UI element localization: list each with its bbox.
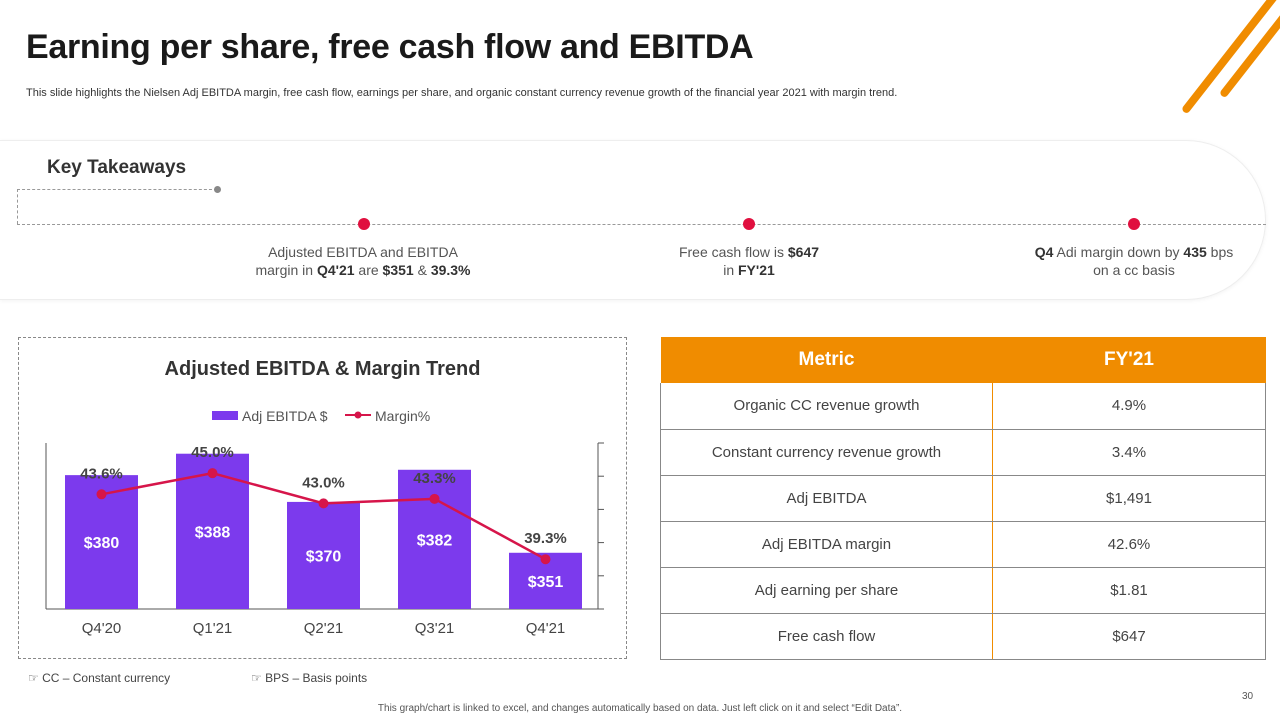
table-row: Free cash flow $647 [660, 613, 1266, 660]
pointing-hand-icon: ☞ [251, 671, 266, 685]
bar-data-label: $380 [84, 535, 120, 552]
value-cell: $647 [992, 613, 1266, 660]
key-takeaways-panel [0, 140, 1266, 300]
bar-data-label: $382 [417, 532, 453, 549]
table-row: Adj EBITDA $1,491 [660, 475, 1266, 522]
value-cell: $1.81 [992, 567, 1266, 614]
value-cell: 4.9% [992, 383, 1266, 430]
chart-title: Adjusted EBITDA & Margin Trend [164, 358, 481, 380]
margin-data-label: 43.3% [413, 470, 456, 487]
metric-cell: Adj EBITDA [660, 475, 993, 522]
chart-frame [18, 337, 627, 659]
takeaway-connector-left [17, 189, 18, 224]
page-subtitle: This slide highlights the Nielsen Adj EB… [26, 87, 898, 99]
x-tick-label: Q1'21 [193, 620, 233, 637]
ebitda-margin-chart: Adj EBITDA $ Margin% $380 Q4'20 $388 Q1'21 $37… [45, 408, 604, 637]
margin-data-label: 39.3% [524, 530, 567, 547]
note-cc: ☞ CC – Constant currency [28, 671, 171, 685]
metrics-table: Metric FY'21 Organic CC revenue growth 4.… [660, 337, 1266, 660]
takeaway-dot-3 [1128, 218, 1140, 230]
takeaway-text-2: Free cash flow is $647 in FY'21 [678, 244, 820, 278]
takeaway-text-3: Q4 Adi margin down by 435 bps on a cc ba… [1034, 244, 1234, 278]
bar [398, 469, 471, 609]
margin-point [318, 498, 329, 509]
takeaway-text-1: Adjusted EBITDA and EBITDA margin in Q4'… [255, 244, 471, 278]
bar [287, 501, 360, 609]
value-cell: 42.6% [992, 521, 1266, 568]
x-tick-label: Q3'21 [415, 620, 455, 637]
x-tick-label: Q4'20 [82, 620, 122, 637]
page-title: Earning per share, free cash flow and EB… [26, 28, 754, 66]
page-number: 30 [1242, 691, 1254, 702]
takeaway-dot-1 [358, 218, 370, 230]
takeaway-dot-2 [743, 218, 755, 230]
margin-point [96, 489, 107, 500]
pointing-hand-icon: ☞ [28, 671, 43, 685]
takeaway-connector-top [17, 189, 217, 190]
bar-data-label: $388 [195, 524, 231, 541]
margin-point [207, 468, 218, 479]
header-fy21: FY'21 [992, 337, 1266, 383]
metric-cell: Organic CC revenue growth [660, 383, 993, 430]
margin-point [540, 554, 551, 565]
header-metric: Metric [660, 337, 993, 383]
key-takeaways-heading: Key Takeaways [47, 157, 187, 178]
value-cell: $1,491 [992, 475, 1266, 522]
note-bps: ☞ BPS – Basis points [251, 671, 368, 685]
legend-label-bar: Adj EBITDA $ [242, 408, 328, 424]
legend-swatch-bar [212, 411, 238, 420]
timeline-start-dot [214, 186, 221, 193]
margin-point [429, 493, 440, 504]
table-row: Adj earning per share $1.81 [660, 567, 1266, 614]
metric-cell: Constant currency revenue growth [660, 429, 993, 476]
metric-cell: Adj EBITDA margin [660, 521, 993, 568]
margin-data-label: 43.0% [302, 474, 345, 491]
x-tick-label: Q2'21 [304, 620, 344, 637]
legend-label-line: Margin% [375, 408, 430, 424]
margin-data-label: 45.0% [191, 444, 234, 461]
metric-cell: Adj earning per share [660, 567, 993, 614]
x-tick-label: Q4'21 [526, 620, 566, 637]
bar-data-label: $370 [306, 548, 342, 565]
table-header-row: Metric FY'21 [660, 337, 1266, 383]
legend-swatch-marker [354, 411, 362, 419]
decor-stripe-1 [1180, 0, 1280, 115]
value-cell: 3.4% [992, 429, 1266, 476]
takeaway-timeline-line [17, 224, 1266, 225]
metric-cell: Free cash flow [660, 613, 993, 660]
table-row: Organic CC revenue growth 4.9% [660, 383, 1266, 430]
margin-data-label: 43.6% [80, 465, 123, 482]
table-row: Constant currency revenue growth 3.4% [660, 429, 1266, 476]
bar-data-label: $351 [528, 574, 564, 591]
footer-note: This graph/chart is linked to excel, and… [377, 703, 903, 714]
table-row: Adj EBITDA margin 42.6% [660, 521, 1266, 568]
